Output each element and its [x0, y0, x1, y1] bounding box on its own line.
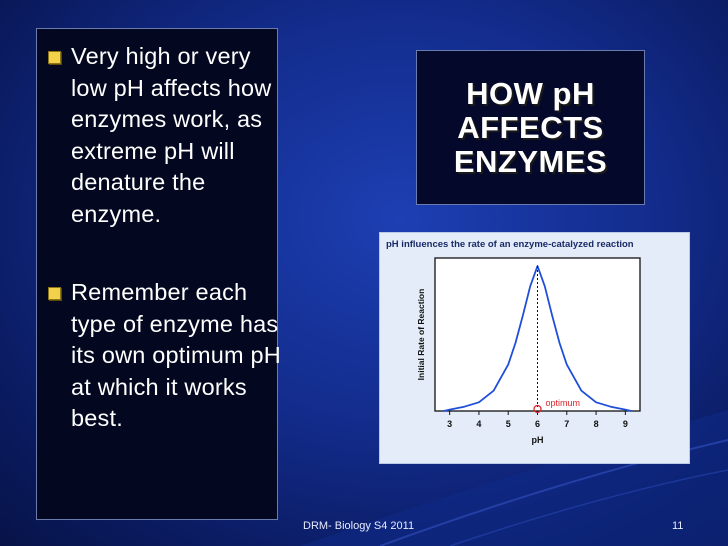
slide-title: HOW pH AFFECTS ENZYMES: [453, 75, 608, 179]
bullet-square-icon: [48, 287, 61, 300]
chart-title: pH influences the rate of an enzyme-cata…: [386, 239, 634, 250]
bullet-text-1: Very high or very low pH affects how enz…: [71, 43, 272, 227]
bullet-panel: Very high or very low pH affects how enz…: [36, 28, 281, 520]
title-box: HOW pH AFFECTS ENZYMES: [416, 50, 645, 205]
title-line-2: AFFECTS: [457, 109, 604, 145]
x-tick-label: 5: [506, 419, 511, 429]
page-number: 11: [672, 520, 684, 532]
bullet-text-2: Remember each type of enzyme has its own…: [71, 279, 281, 431]
y-axis-label: Initial Rate of Reaction: [416, 289, 426, 381]
x-tick-label: 9: [623, 419, 628, 429]
title-line-3: ENZYMES: [453, 143, 608, 179]
footer-text: DRM- Biology S4 2011: [303, 520, 415, 532]
ph-rate-chart: 3 4 5 6 7 8 9 pH Initial Rate of Reaction optimum: [416, 257, 641, 445]
x-tick-label: 8: [594, 419, 599, 429]
optimum-annotation: optimum: [546, 398, 581, 408]
x-axis-label: pH: [532, 435, 544, 445]
x-tick-label: 7: [564, 419, 569, 429]
x-tick-label: 6: [535, 419, 540, 429]
chart-panel: pH influences the rate of an enzyme-cata…: [379, 232, 690, 464]
title-line-1: HOW pH: [466, 75, 595, 111]
x-tick-label: 3: [447, 419, 452, 429]
bullet-square-icon: [48, 51, 61, 64]
x-tick-label: 4: [476, 419, 481, 429]
optimum-marker: [533, 404, 542, 414]
